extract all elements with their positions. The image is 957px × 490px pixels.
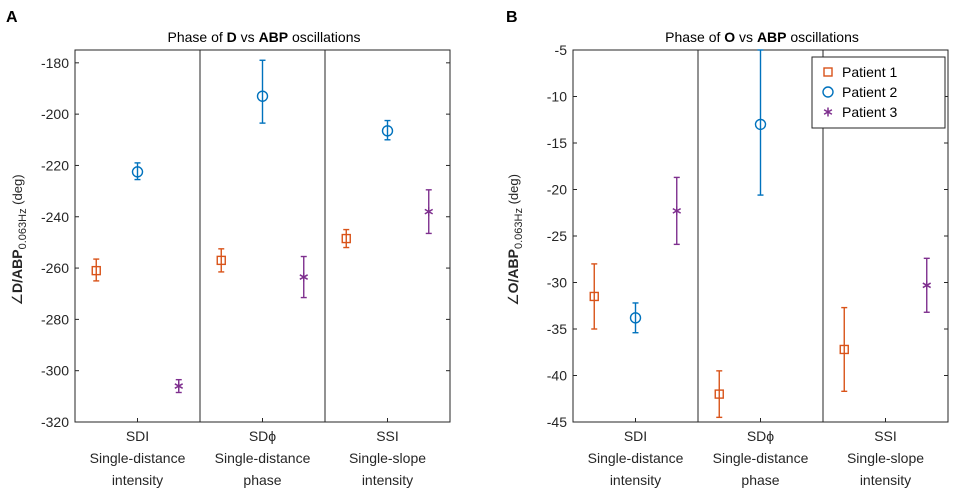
x-tick-description: Single-slope bbox=[847, 450, 924, 466]
x-tick-label: SSI bbox=[874, 428, 897, 444]
title-part: D bbox=[227, 29, 237, 45]
ylabel-unit: (deg) bbox=[10, 174, 25, 208]
y-tick-label: -260 bbox=[41, 260, 69, 276]
y-axis-label: ∠O/ABP0.063Hz (deg) bbox=[505, 174, 525, 306]
legend-label: Patient 1 bbox=[842, 64, 897, 80]
data-point-circle bbox=[381, 125, 394, 137]
data-point-square bbox=[589, 291, 599, 302]
data-point-asterisk bbox=[672, 206, 682, 216]
x-tick-description: Single-distance bbox=[90, 450, 186, 466]
y-tick-label: -220 bbox=[41, 157, 69, 173]
y-tick-label: -45 bbox=[547, 414, 567, 430]
legend-label: Patient 2 bbox=[842, 84, 897, 100]
title-part: vs bbox=[237, 29, 259, 45]
data-point-circle bbox=[754, 118, 767, 131]
panel-a: A Phase of D vs ABP oscillations ∠D/ABP0.0… bbox=[6, 9, 451, 488]
y-tick-label: -10 bbox=[547, 89, 567, 105]
ylabel-angle: ∠ bbox=[505, 293, 521, 306]
x-tick-description: intensity bbox=[112, 472, 163, 488]
title-part: vs bbox=[735, 29, 757, 45]
legend-label: Patient 3 bbox=[842, 104, 897, 120]
panel-letter: B bbox=[506, 9, 518, 26]
y-axis-label: ∠D/ABP0.063Hz (deg) bbox=[9, 174, 29, 305]
title-part: oscillations bbox=[787, 29, 859, 45]
title-part: ABP bbox=[259, 29, 289, 45]
title-part: oscillations bbox=[288, 29, 360, 45]
data-point-asterisk bbox=[922, 280, 932, 290]
y-tick-label: -35 bbox=[547, 321, 567, 337]
y-tick-label: -20 bbox=[547, 182, 567, 198]
title-part: Phase of bbox=[168, 29, 227, 45]
x-tick-description: intensity bbox=[362, 472, 413, 488]
legend-marker-asterisk bbox=[823, 107, 833, 117]
x-tick-label: SDϕ bbox=[249, 428, 276, 444]
y-tick-label: -280 bbox=[41, 311, 69, 327]
x-tick-description: phase bbox=[243, 472, 281, 488]
chart-title: Phase of O vs ABP oscillations bbox=[665, 29, 859, 45]
data-point-square bbox=[341, 233, 351, 244]
legend-box bbox=[811, 56, 946, 129]
x-tick-label: SDI bbox=[126, 428, 149, 444]
panel-letter: A bbox=[6, 9, 18, 26]
data-point-circle bbox=[131, 166, 144, 178]
x-tick-description: intensity bbox=[610, 472, 661, 488]
data-point-asterisk bbox=[174, 381, 184, 391]
ylabel-subscript: 0.063Hz bbox=[513, 208, 525, 249]
ylabel-angle: ∠ bbox=[9, 293, 25, 306]
y-tick-label: -300 bbox=[41, 363, 69, 379]
y-tick-label: -200 bbox=[41, 106, 69, 122]
y-tick-label: -320 bbox=[41, 414, 69, 430]
x-tick-description: Single-distance bbox=[215, 450, 311, 466]
legend-marker-square bbox=[823, 67, 833, 77]
chart-title: Phase of D vs ABP oscillations bbox=[168, 29, 361, 45]
data-point-circle bbox=[256, 90, 269, 102]
title-part: Phase of bbox=[665, 29, 724, 45]
y-tick-label: -30 bbox=[547, 275, 567, 291]
y-tick-label: -240 bbox=[41, 209, 69, 225]
y-tick-label: -25 bbox=[547, 228, 567, 244]
data-point-asterisk bbox=[299, 272, 309, 282]
y-tick-label: -40 bbox=[547, 368, 567, 384]
data-point-circle bbox=[629, 312, 642, 324]
ylabel-main: D/ABP bbox=[9, 249, 25, 293]
title-part: ABP bbox=[757, 29, 787, 45]
x-tick-description: Single-distance bbox=[713, 450, 809, 466]
data-point-square bbox=[839, 344, 849, 355]
x-tick-label: SSI bbox=[376, 428, 399, 444]
data-point-square bbox=[91, 265, 101, 276]
title-part: O bbox=[724, 29, 735, 45]
x-tick-description: Single-distance bbox=[588, 450, 684, 466]
x-tick-description: Single-slope bbox=[349, 450, 426, 466]
ylabel-unit: (deg) bbox=[506, 174, 521, 208]
data-point-square bbox=[714, 389, 724, 399]
x-tick-label: SDϕ bbox=[747, 428, 774, 444]
x-tick-label: SDI bbox=[624, 428, 647, 444]
panel-b: B Phase of O vs ABP oscillations ∠O/ABP0.0… bbox=[505, 9, 949, 488]
x-tick-description: intensity bbox=[860, 472, 911, 488]
data-point-asterisk bbox=[424, 207, 434, 217]
legend: Patient 1 Patient 2 Patient 3 bbox=[811, 56, 946, 129]
ylabel-main: O/ABP bbox=[505, 249, 521, 293]
legend-marker-circle bbox=[822, 86, 834, 98]
y-tick-label: -5 bbox=[555, 42, 568, 58]
ylabel-subscript: 0.063Hz bbox=[17, 208, 29, 249]
x-tick-description: phase bbox=[741, 472, 779, 488]
data-point-square bbox=[216, 255, 226, 266]
y-tick-label: -180 bbox=[41, 55, 69, 71]
y-tick-label: -15 bbox=[547, 135, 567, 151]
